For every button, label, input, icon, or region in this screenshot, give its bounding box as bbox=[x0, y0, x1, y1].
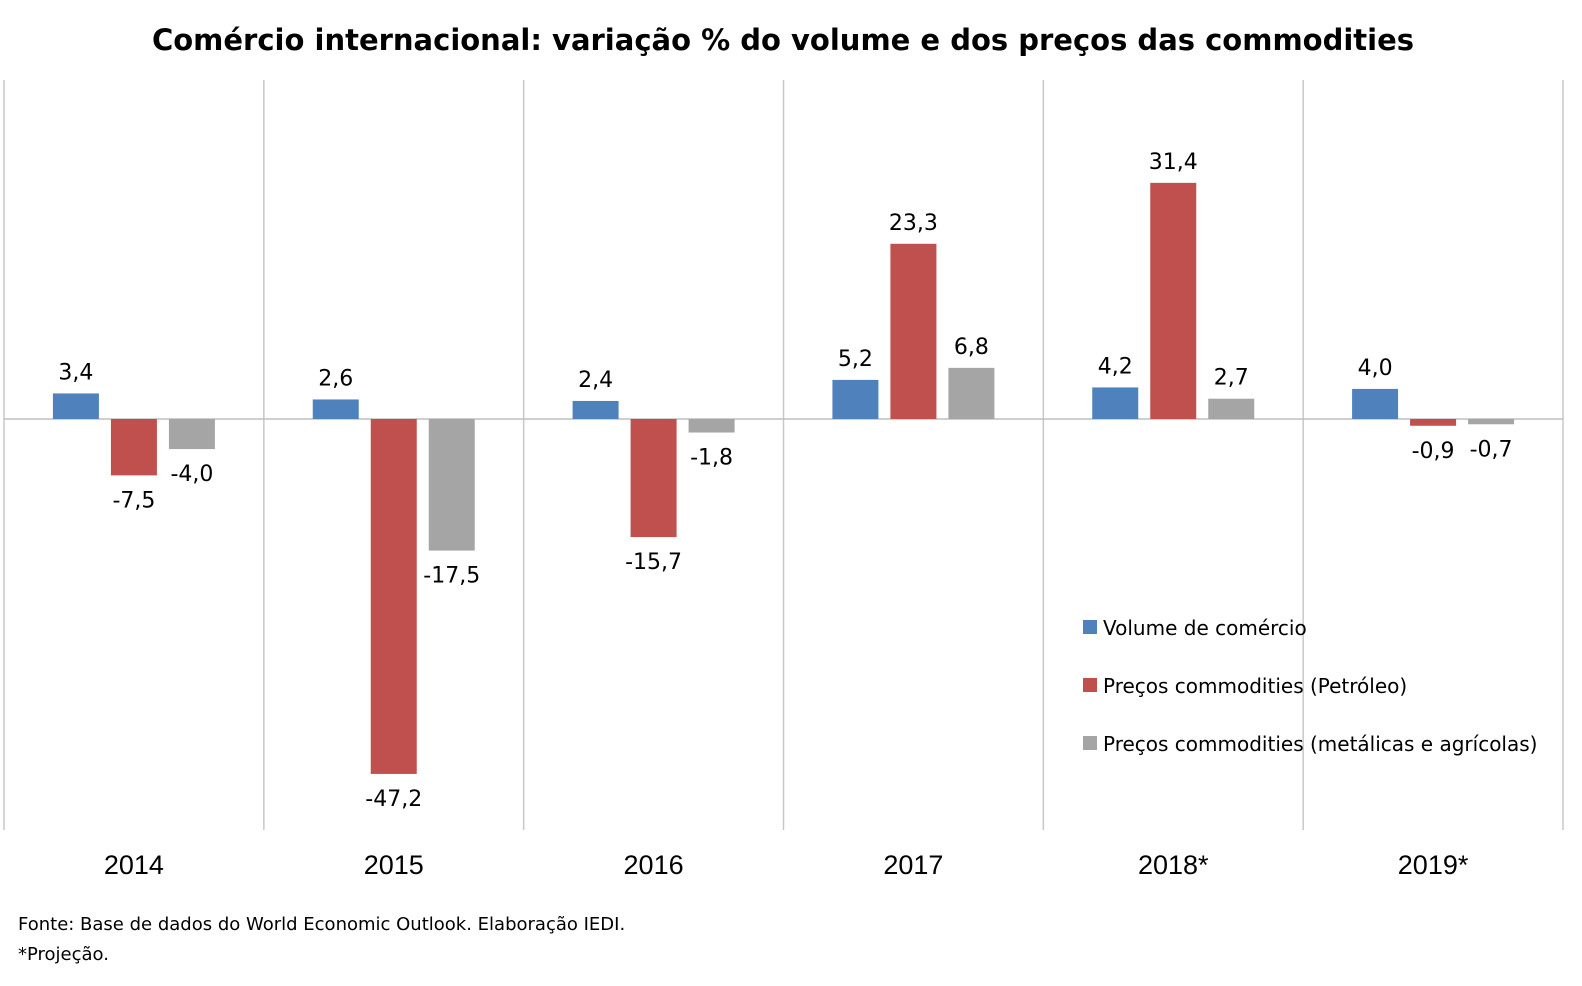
bars bbox=[52, 182, 1515, 774]
legend-label: Preços commodities (Petróleo) bbox=[1103, 674, 1407, 698]
data-label: -4,0 bbox=[170, 462, 213, 487]
data-label: -7,5 bbox=[112, 488, 155, 513]
data-label: 2,4 bbox=[578, 368, 613, 393]
data-label: 31,4 bbox=[1149, 150, 1198, 175]
bar bbox=[1468, 419, 1515, 425]
bar bbox=[1352, 388, 1399, 419]
chart-title: Comércio internacional: variação % do vo… bbox=[152, 23, 1414, 57]
legend-label: Preços commodities (metálicas e agrícola… bbox=[1103, 732, 1537, 756]
legend-swatch bbox=[1083, 736, 1097, 750]
bar bbox=[630, 419, 677, 538]
bar bbox=[110, 419, 157, 476]
category-label: 2018* bbox=[1138, 850, 1209, 880]
category-label: 2019* bbox=[1398, 850, 1469, 880]
bar bbox=[890, 243, 937, 419]
category-label: 2016 bbox=[624, 850, 684, 880]
bar bbox=[948, 367, 995, 419]
data-label: 4,0 bbox=[1358, 356, 1393, 381]
legend: Volume de comércio Preços commodities (Pe… bbox=[1083, 616, 1537, 756]
data-label: -0,7 bbox=[1470, 437, 1513, 462]
data-label: 4,2 bbox=[1098, 354, 1133, 379]
data-labels: 3,4 2,6 2,4 5,2 4,2 4,0 -7,5 -47,2 -15,7 23,3 31,4… bbox=[58, 150, 1512, 812]
legend-swatch bbox=[1083, 678, 1097, 692]
data-label: 6,8 bbox=[954, 335, 989, 360]
data-label: -17,5 bbox=[423, 564, 480, 589]
legend-swatch bbox=[1083, 620, 1097, 634]
bar bbox=[1208, 398, 1255, 419]
bar bbox=[832, 379, 879, 419]
data-label: -1,8 bbox=[690, 446, 733, 471]
data-label: -0,9 bbox=[1412, 439, 1455, 464]
category-labels: 2014 2015 2016 2017 2018* 2019* bbox=[104, 850, 1469, 880]
data-label: -15,7 bbox=[625, 550, 682, 575]
bar-chart: Comércio internacional: variação % do vo… bbox=[3, 23, 1564, 880]
bar bbox=[312, 399, 359, 419]
bar bbox=[1150, 182, 1197, 419]
bar bbox=[1092, 387, 1139, 419]
category-label: 2017 bbox=[883, 850, 943, 880]
bar bbox=[52, 393, 99, 419]
data-label: 2,7 bbox=[1214, 366, 1249, 391]
bar bbox=[428, 419, 475, 551]
data-label: 2,6 bbox=[318, 366, 353, 391]
category-label: 2015 bbox=[364, 850, 424, 880]
category-separators bbox=[3, 80, 1564, 830]
bar bbox=[688, 419, 735, 433]
data-label: 5,2 bbox=[838, 347, 873, 372]
data-label: 23,3 bbox=[889, 211, 938, 236]
data-label: -47,2 bbox=[365, 787, 422, 812]
bar bbox=[572, 400, 619, 419]
bar bbox=[168, 419, 215, 450]
data-label: 3,4 bbox=[58, 360, 93, 385]
projection-note: *Projeção. bbox=[18, 944, 109, 965]
bar bbox=[1410, 419, 1457, 426]
source-note: Fonte: Base de dados do World Economic O… bbox=[18, 914, 626, 935]
category-label: 2014 bbox=[104, 850, 164, 880]
legend-label: Volume de comércio bbox=[1103, 616, 1307, 640]
bar bbox=[370, 419, 417, 774]
